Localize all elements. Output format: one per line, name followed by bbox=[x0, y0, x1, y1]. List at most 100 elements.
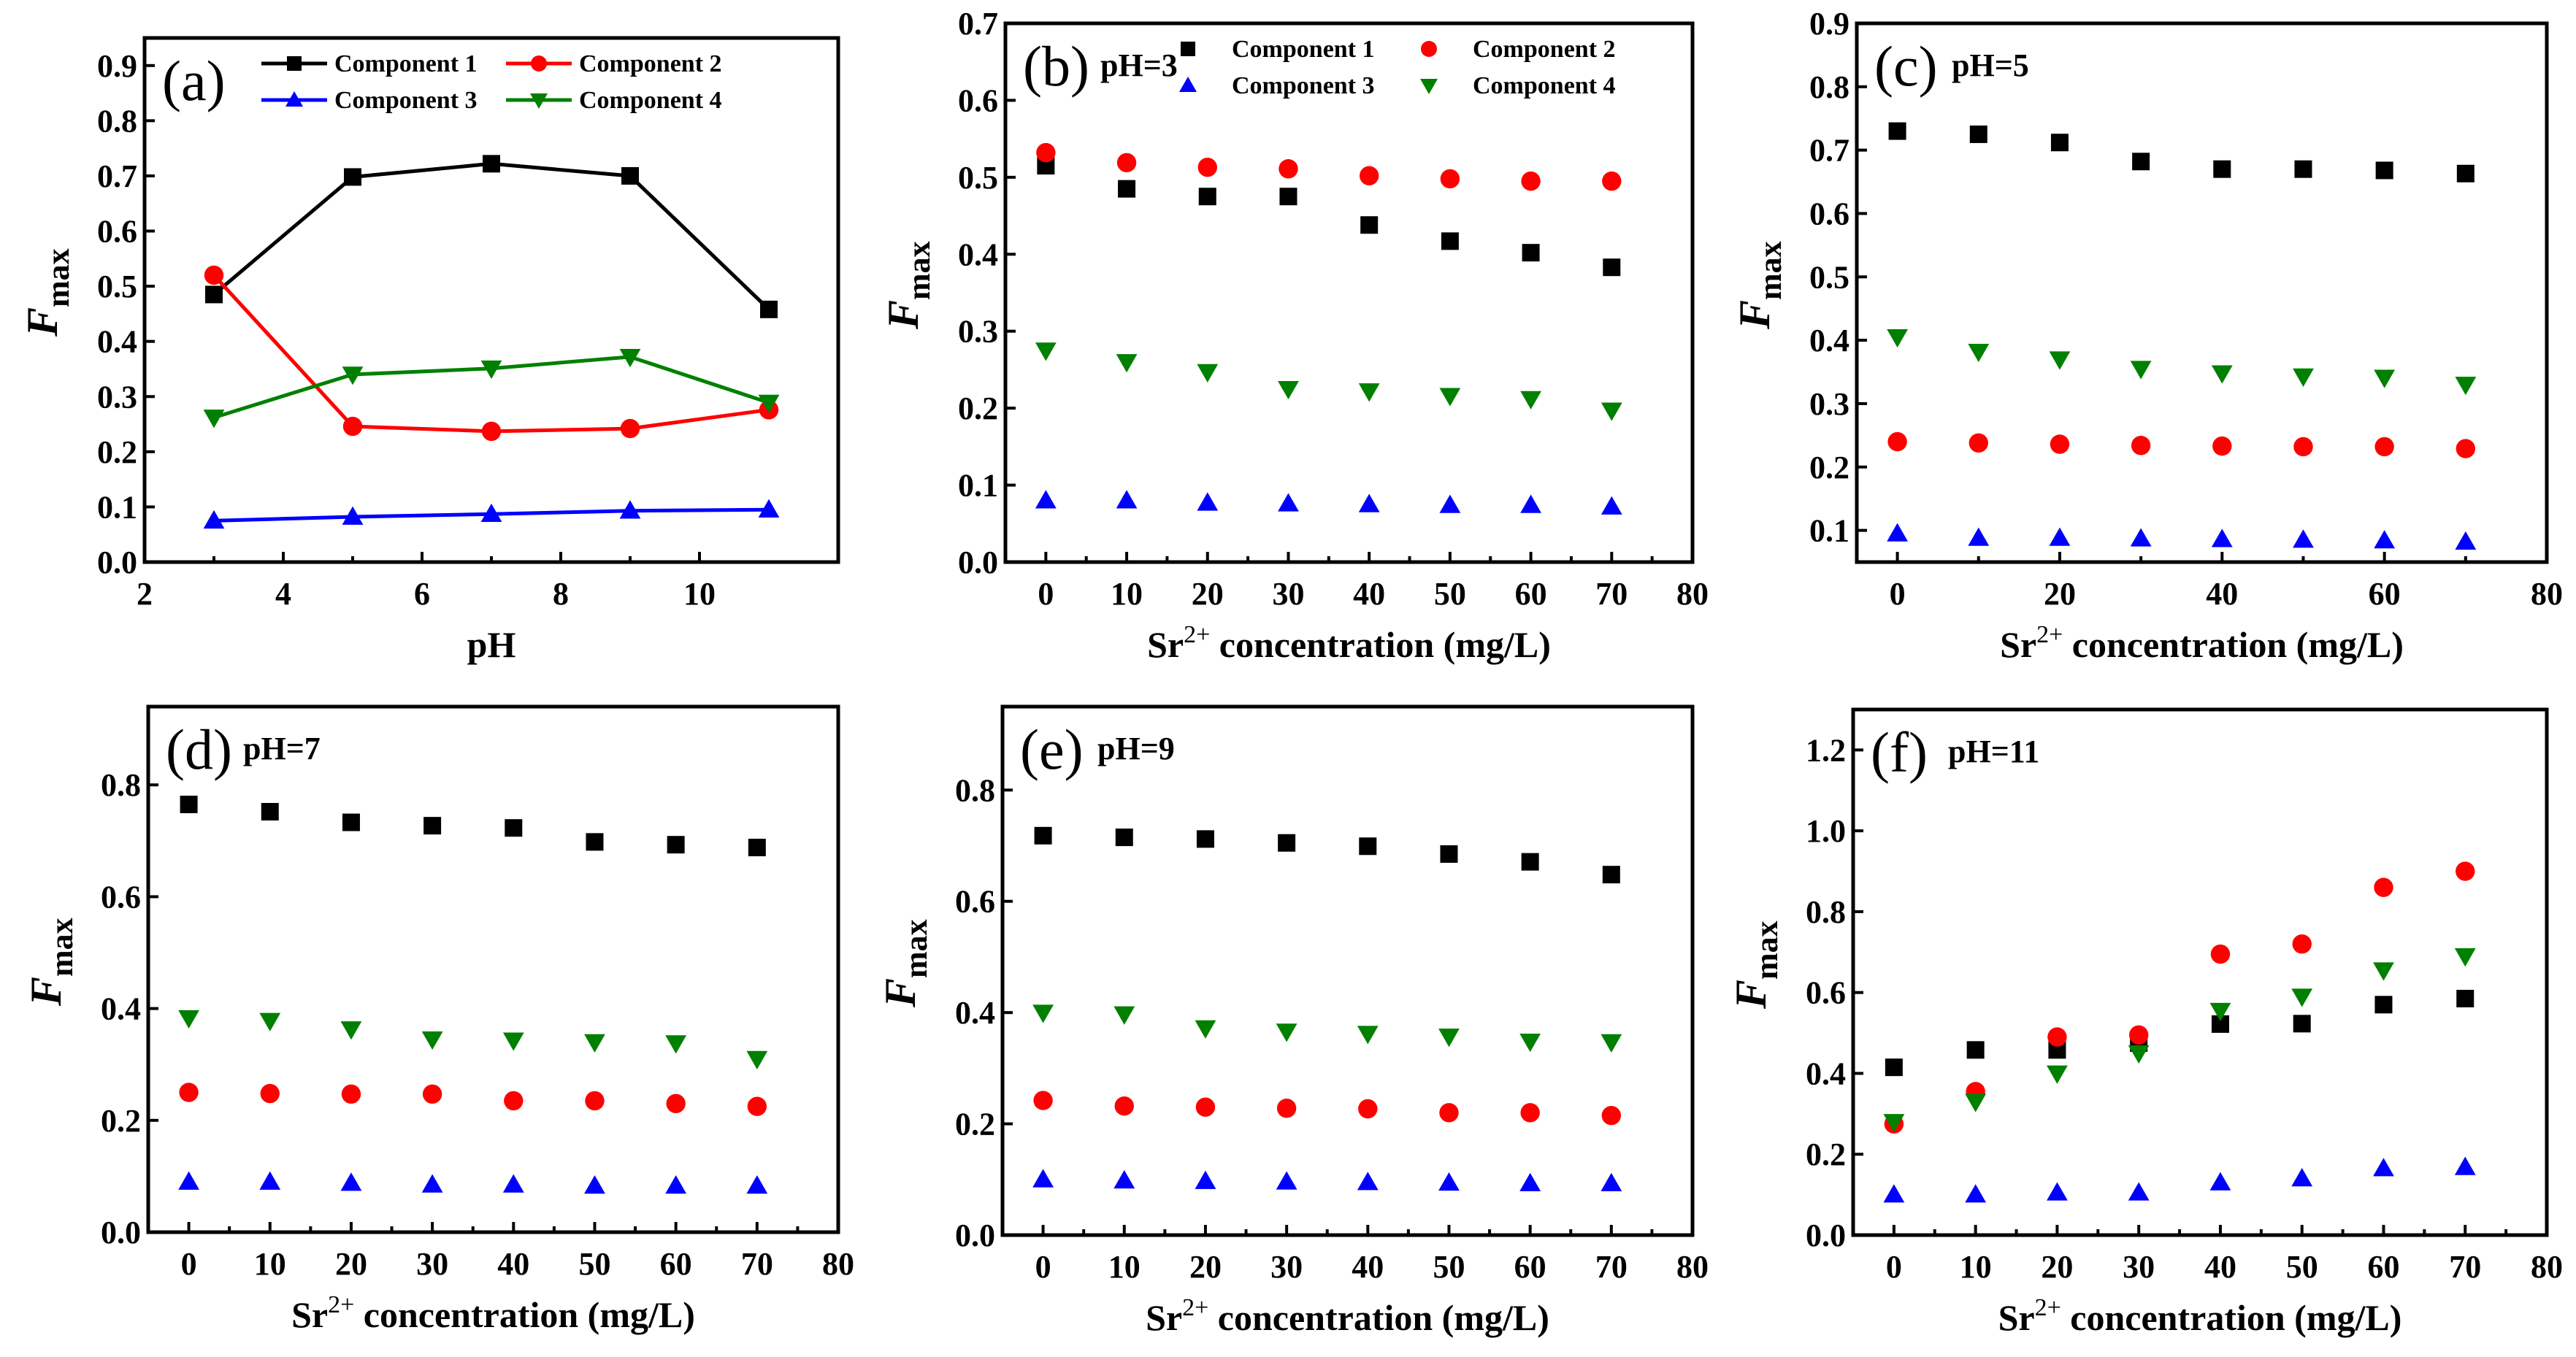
circle-marker bbox=[2293, 437, 2313, 457]
series-4 bbox=[178, 1010, 768, 1069]
y-tick-label: 0.8 bbox=[955, 772, 995, 808]
legend-item: Component 1 bbox=[1181, 36, 1375, 63]
y-tick-label: 0.2 bbox=[97, 434, 137, 470]
triangle-up-marker bbox=[1278, 493, 1299, 512]
triangle-up-marker bbox=[1520, 494, 1541, 513]
x-axis-label: Sr2+ concentration (mg/L) bbox=[1147, 621, 1551, 665]
square-marker bbox=[1118, 180, 1136, 198]
square-marker bbox=[1522, 244, 1540, 262]
triangle-up-marker bbox=[2130, 528, 2152, 547]
y-tick-label: 1.2 bbox=[1806, 732, 1846, 768]
square-marker bbox=[2456, 990, 2475, 1007]
x-tick-label: 2 bbox=[137, 576, 153, 612]
y-tick-label: 0.2 bbox=[101, 1103, 141, 1139]
x-tick-label: 30 bbox=[1272, 576, 1304, 612]
x-axis-label: pH bbox=[467, 624, 516, 665]
triangle-up-marker bbox=[1601, 1172, 1622, 1191]
x-axis-label-text: concentration (mg/L) bbox=[2063, 624, 2404, 665]
y-tick-label: 0.6 bbox=[1809, 196, 1849, 231]
legend-label: Component 3 bbox=[1232, 72, 1375, 99]
square-marker bbox=[2456, 164, 2475, 182]
legend-label: Component 4 bbox=[1473, 72, 1616, 99]
x-axis-label-text: concentration (mg/L) bbox=[2061, 1297, 2402, 1338]
circle-marker bbox=[1359, 166, 1379, 185]
triangle-down-marker bbox=[480, 360, 502, 380]
legend-item: Component 4 bbox=[506, 87, 722, 114]
triangle-down-marker bbox=[1520, 391, 1541, 410]
circle-marker bbox=[422, 1084, 442, 1104]
circle-marker bbox=[2210, 944, 2231, 964]
square-marker bbox=[586, 833, 604, 851]
x-tick-label: 40 bbox=[497, 1246, 529, 1282]
y-tick-label: 0.3 bbox=[1809, 386, 1849, 422]
x-axis-label: Sr2+ concentration (mg/L) bbox=[1998, 1294, 2402, 1338]
panel-letter: (b) bbox=[1023, 34, 1089, 98]
y-tick-label: 0.0 bbox=[101, 1215, 141, 1250]
triangle-up-marker bbox=[665, 1175, 687, 1194]
series-2 bbox=[1887, 431, 2476, 458]
triangle-up-marker bbox=[340, 1172, 362, 1191]
square-marker bbox=[2050, 134, 2069, 152]
triangle-up-marker bbox=[1968, 527, 1990, 546]
x-tick-label: 50 bbox=[1434, 576, 1466, 612]
y-axis-label-sub: max bbox=[40, 248, 76, 307]
square-marker bbox=[1521, 853, 1539, 871]
y-axis-label-sub: max bbox=[1749, 920, 1785, 980]
square-marker bbox=[1034, 826, 1052, 845]
triangle-up-marker bbox=[758, 499, 780, 518]
square-marker bbox=[1279, 188, 1297, 206]
y-tick-label: 0.2 bbox=[1809, 450, 1849, 485]
circle-marker bbox=[2292, 934, 2312, 954]
y-tick-label: 0.4 bbox=[97, 324, 137, 360]
triangle-down-marker bbox=[1601, 1034, 1622, 1053]
panel-subtitle: pH=3 bbox=[1100, 47, 1178, 83]
y-tick-label: 0.4 bbox=[955, 995, 995, 1031]
panel-subtitle: pH=11 bbox=[1948, 734, 2039, 769]
series-1 bbox=[205, 155, 778, 318]
circle-marker bbox=[1439, 1103, 1459, 1123]
circle-marker bbox=[747, 1096, 767, 1116]
triangle-down-marker bbox=[1601, 402, 1622, 421]
legend-item: Component 2 bbox=[506, 50, 722, 77]
y-tick-label: 0.6 bbox=[1806, 975, 1846, 1011]
series-3 bbox=[1887, 523, 2477, 550]
x-tick-label: 70 bbox=[2449, 1249, 2481, 1285]
legend-label: Component 3 bbox=[334, 87, 478, 114]
y-tick-label: 0.6 bbox=[958, 82, 998, 118]
legend-label: Component 2 bbox=[579, 50, 722, 77]
panel-letter: (a) bbox=[162, 49, 226, 112]
triangle-down-marker bbox=[2291, 988, 2313, 1007]
y-tick-label: 0.0 bbox=[955, 1218, 995, 1253]
x-tick-label: 10 bbox=[1108, 1249, 1141, 1285]
x-tick-label: 80 bbox=[2531, 1249, 2563, 1285]
circle-marker bbox=[1279, 159, 1298, 179]
plot-frame bbox=[1000, 704, 1695, 1237]
triangle-down-marker bbox=[1420, 79, 1438, 94]
legend-label: Component 1 bbox=[1232, 36, 1375, 63]
circle-marker bbox=[1520, 1103, 1540, 1123]
triangle-up-marker bbox=[619, 500, 641, 519]
y-tick-label: 0.6 bbox=[97, 214, 137, 250]
x-tick-label: 20 bbox=[1189, 1249, 1222, 1285]
square-marker bbox=[2294, 160, 2312, 178]
circle-marker bbox=[342, 416, 363, 437]
triangle-up-marker bbox=[1883, 1184, 1905, 1203]
x-tick-label: 80 bbox=[1676, 1249, 1709, 1285]
series-line bbox=[212, 274, 770, 434]
y-tick-label: 0.0 bbox=[1806, 1218, 1846, 1253]
legend: Component 1 Component 2 Component 3 Compone… bbox=[1179, 36, 1616, 99]
triangle-down-marker bbox=[2455, 377, 2477, 396]
triangle-down-marker bbox=[2128, 1045, 2150, 1064]
triangle-up-marker bbox=[1965, 1184, 1987, 1203]
circle-marker bbox=[531, 55, 547, 72]
square-marker bbox=[1440, 845, 1458, 863]
triangle-up-marker bbox=[1113, 1169, 1135, 1189]
triangle-up-marker bbox=[1032, 1169, 1054, 1188]
circle-marker bbox=[2374, 877, 2393, 897]
square-marker bbox=[667, 836, 685, 854]
triangle-down-marker bbox=[746, 1050, 768, 1069]
square-marker bbox=[1198, 188, 1216, 206]
x-axis-label: Sr2+ concentration (mg/L) bbox=[2000, 621, 2404, 665]
square-marker bbox=[342, 813, 360, 831]
series-4 bbox=[1883, 948, 2476, 1133]
